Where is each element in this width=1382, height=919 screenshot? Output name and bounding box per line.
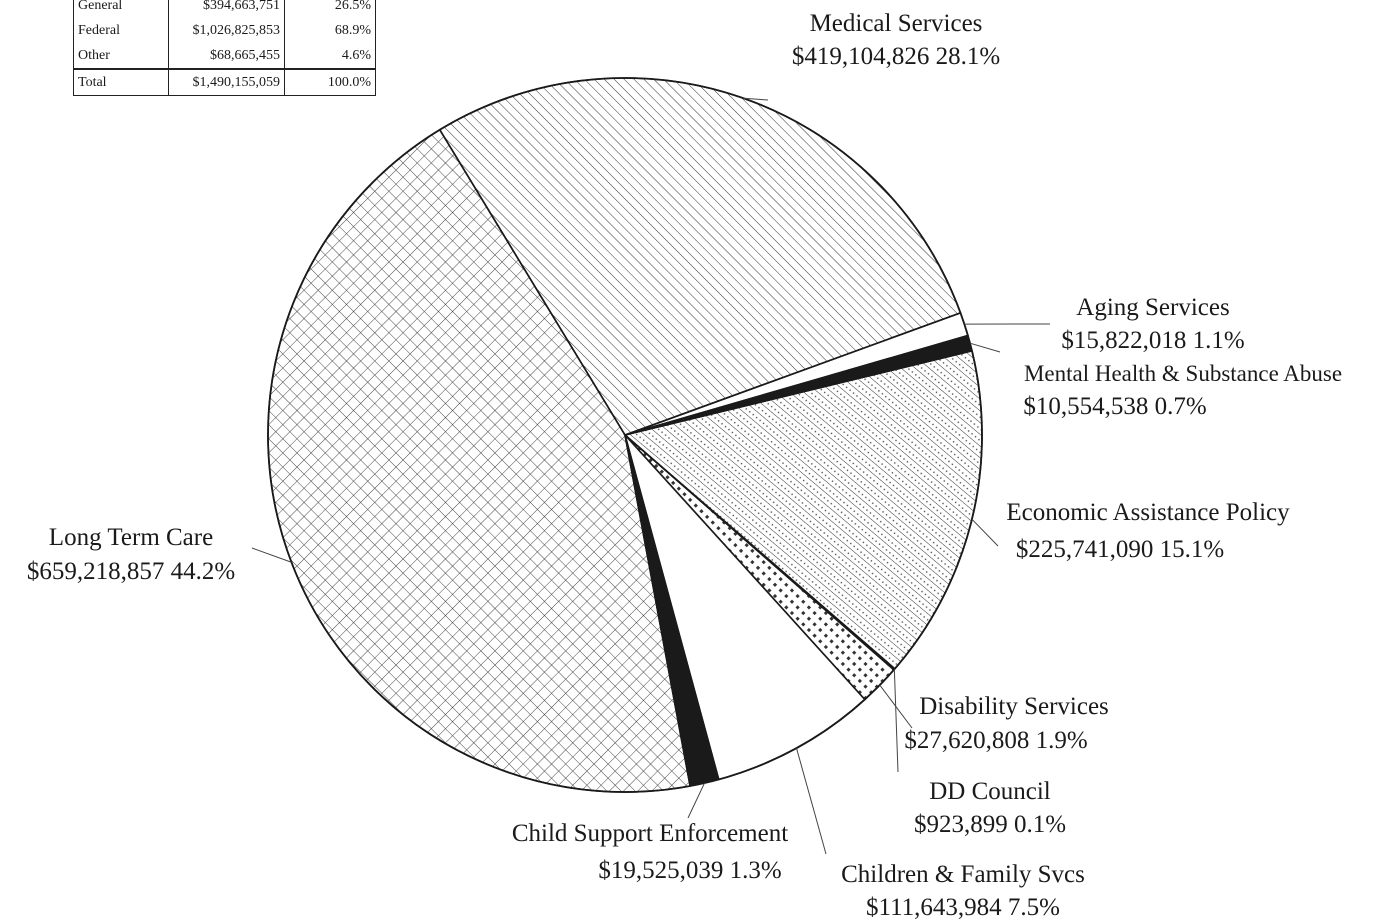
slice-label-value: $15,822,018 1.1%: [1061, 327, 1244, 354]
funding-percent-cell: 26.5%: [284, 0, 376, 18]
slice-label-value: $10,554,538 0.7%: [1023, 393, 1206, 420]
leader-line: [879, 684, 913, 729]
slice-label-value: $225,741,090 15.1%: [1016, 536, 1224, 563]
slice-label-name: Aging Services: [1076, 294, 1229, 321]
funding-percent-cell: 68.9%: [284, 18, 376, 43]
table-row: General $394,663,751 26.5%: [73, 0, 376, 18]
slice-label-name: Long Term Care: [49, 524, 213, 551]
leader-line: [251, 547, 292, 563]
slice-label-name: Medical Services: [810, 10, 983, 37]
leader-line: [893, 669, 899, 773]
table-row: Federal $1,026,825,853 68.9%: [73, 18, 376, 43]
slice-label-name: Economic Assistance Policy: [1006, 499, 1290, 526]
leader-line: [969, 342, 1001, 353]
funding-source-cell: Other: [73, 43, 169, 69]
slice-label-value: $27,620,808 1.9%: [904, 727, 1087, 754]
leader-line: [743, 97, 769, 101]
funding-percent-cell: 4.6%: [284, 43, 376, 69]
slice-label-name: DD Council: [929, 778, 1051, 805]
slice-label-name: Disability Services: [919, 693, 1109, 720]
total-label-cell: Total: [73, 68, 169, 96]
slice-label-name: Child Support Enforcement: [512, 820, 788, 847]
leader-lines: [251, 97, 1051, 855]
slice-label-name: Mental Health & Substance Abuse: [1024, 361, 1342, 386]
slice-label-value: $923,899 0.1%: [914, 811, 1066, 838]
table-total-row: Total $1,490,155,059 100.0%: [73, 68, 376, 96]
funding-source-table: General $394,663,751 26.5% Federal $1,02…: [73, 0, 376, 96]
leader-line: [687, 782, 705, 819]
table-row: Other $68,665,455 4.6%: [73, 43, 376, 69]
slice-label-value: $659,218,857 44.2%: [27, 558, 235, 585]
slice-label-value: $19,525,039 1.3%: [598, 857, 781, 884]
slice-label-name: Children & Family Svcs: [841, 861, 1085, 888]
pie-outline: [267, 77, 983, 793]
funding-amount-cell: $68,665,455: [168, 43, 285, 69]
leader-line: [796, 747, 827, 855]
pie-slices: [267, 77, 983, 793]
leader-line: [971, 518, 999, 547]
slice-labels: Aging Services $15,822,018 1.1% Mental Hea…: [27, 10, 1342, 919]
total-percent-cell: 100.0%: [284, 68, 376, 96]
slice-label-value: $419,104,826 28.1%: [792, 43, 1000, 70]
funding-amount-cell: $394,663,751: [168, 0, 285, 18]
slice-label-value: $111,643,984 7.5%: [866, 894, 1060, 919]
funding-source-cell: General: [73, 0, 169, 18]
funding-source-cell: Federal: [73, 18, 169, 43]
